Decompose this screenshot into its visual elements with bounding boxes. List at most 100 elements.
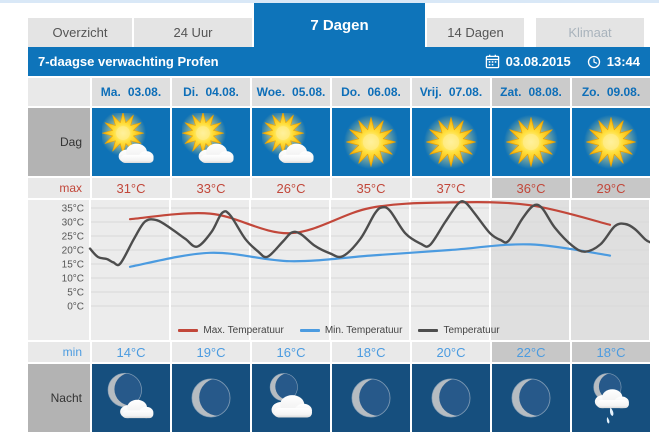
- sun-icon: [342, 113, 400, 171]
- legend-label: Temperatuur: [443, 325, 500, 336]
- day-abbr: Di.: [183, 85, 199, 99]
- day-header-zo: Zo. 09.08.: [572, 78, 650, 106]
- max-temp-value: 26°C: [252, 178, 330, 198]
- sun-cloud-icon: [182, 113, 240, 171]
- y-axis-tick: 15°C: [62, 260, 84, 271]
- series-min-temperatuur: [128, 243, 612, 268]
- max-temp-value: 35°C: [332, 178, 410, 198]
- page-title: 7-daagse verwachting Profen: [38, 54, 219, 69]
- moon-icon: [342, 369, 400, 427]
- day-header-di: Di. 04.08.: [172, 78, 250, 106]
- legend-item-min-temperatuur: Min. Temperatuur: [299, 325, 403, 336]
- day-abbr: Do.: [341, 85, 361, 99]
- y-axis-tick: 35°C: [62, 204, 84, 215]
- y-axis-tick: 25°C: [62, 232, 84, 243]
- day-abbr: Zo.: [581, 85, 600, 99]
- cloud-moon-icon: [262, 369, 320, 427]
- day-date: 04.08.: [205, 85, 239, 99]
- tab-7-dagen[interactable]: 7 Dagen: [254, 3, 425, 47]
- legend-label: Max. Temperatuur: [203, 325, 284, 336]
- day-weather-cell: [412, 108, 490, 176]
- sun-cloud-icon: [102, 113, 160, 171]
- weather-widget: Overzicht 24 Uur 7 Dagen 14 Dagen Klimaat 7-…: [28, 3, 650, 432]
- day-date: 08.08.: [528, 85, 562, 99]
- row-label-nacht: Nacht: [28, 364, 90, 432]
- tab-overzicht[interactable]: Overzicht: [28, 18, 132, 47]
- day-date: 06.08.: [367, 85, 401, 99]
- day-date: 03.08.: [127, 85, 162, 99]
- y-axis-tick: 10°C: [62, 274, 84, 285]
- sun-cloud-icon: [262, 113, 320, 171]
- day-header-zat: Zat. 08.08.: [492, 78, 570, 106]
- night-weather-cell: [572, 364, 650, 432]
- row-label-min: min: [28, 342, 90, 362]
- night-weather-cell: [252, 364, 330, 432]
- day-abbr: Ma.: [100, 85, 121, 99]
- max-temp-value: 33°C: [172, 178, 250, 198]
- day-date: 05.08.: [292, 85, 326, 99]
- temperature-chart-cell: 0°C 5°C 10°C 15°C 20°C 25°C 30°C 35°C Max. Tempe…: [28, 200, 650, 340]
- day-weather-cell: [92, 108, 170, 176]
- min-temp-value: 18°C: [572, 342, 650, 362]
- moon-icon: [422, 369, 480, 427]
- legend-item-temperatuur: Temperatuur: [418, 325, 500, 336]
- legend-line-swatch: [418, 329, 439, 332]
- legend-label: Min. Temperatuur: [324, 325, 403, 336]
- min-temp-value: 18°C: [332, 342, 410, 362]
- day-weather-cell: [332, 108, 410, 176]
- day-weather-cell: [572, 108, 650, 176]
- series-max-temperatuur: [128, 200, 612, 235]
- tab-14-dagen[interactable]: 14 Dagen: [427, 18, 524, 47]
- min-temp-value: 14°C: [92, 342, 170, 362]
- max-temp-value: 29°C: [572, 178, 650, 198]
- day-weather-cell: [172, 108, 250, 176]
- min-temp-value: 19°C: [172, 342, 250, 362]
- sun-icon: [582, 113, 640, 171]
- max-temp-value: 37°C: [412, 178, 490, 198]
- day-weather-cell: [492, 108, 570, 176]
- day-date: 09.08.: [606, 85, 641, 99]
- date-value: 03.08.2015: [505, 54, 571, 69]
- min-temp-value: 16°C: [252, 342, 330, 362]
- sun-icon: [422, 113, 480, 171]
- min-temp-value: 22°C: [492, 342, 570, 362]
- corner-cell: [28, 78, 90, 106]
- legend-item-max-temperatuur: Max. Temperatuur: [178, 325, 284, 336]
- y-axis-tick: 30°C: [62, 218, 84, 229]
- moon-icon: [182, 369, 240, 427]
- calendar-icon: [485, 54, 499, 69]
- chart-legend: Max. Temperatuur Min. Temperatuur Temperat…: [28, 325, 650, 336]
- day-header-vrij: Vrij. 07.08.: [412, 78, 490, 106]
- moon-cloud-icon: [102, 369, 160, 427]
- day-weather-cell: [252, 108, 330, 176]
- day-header-ma: Ma. 03.08.: [92, 78, 170, 106]
- time-value: 13:44: [606, 54, 640, 69]
- day-abbr: Zat.: [500, 85, 522, 99]
- y-axis-tick: 20°C: [62, 246, 84, 257]
- tab-klimaat[interactable]: Klimaat: [536, 18, 644, 47]
- tab-bar: Overzicht 24 Uur 7 Dagen 14 Dagen Klimaat: [28, 3, 650, 47]
- forecast-table: Ma. 03.08. Di. 04.08. Woe. 05.08. Do. 06.08. Vri…: [28, 78, 650, 432]
- page-top-strip: [0, 0, 659, 3]
- night-weather-cell: [412, 364, 490, 432]
- clock-icon: [587, 55, 600, 68]
- legend-line-swatch: [299, 329, 320, 332]
- night-weather-cell: [492, 364, 570, 432]
- header-date: 03.08.2015: [485, 54, 571, 69]
- y-axis-tick: 0°C: [67, 302, 84, 313]
- moon-rain-icon: [582, 369, 640, 427]
- tab-24-uur[interactable]: 24 Uur: [134, 18, 252, 47]
- max-temp-value: 36°C: [492, 178, 570, 198]
- night-weather-cell: [92, 364, 170, 432]
- moon-icon: [502, 369, 560, 427]
- day-abbr: Woe.: [256, 85, 286, 99]
- temperature-chart: 0°C 5°C 10°C 15°C 20°C 25°C 30°C 35°C: [28, 200, 650, 340]
- day-header-do: Do. 06.08.: [332, 78, 410, 106]
- day-abbr: Vrij.: [419, 85, 442, 99]
- series-temperatuur: [88, 200, 650, 267]
- header-time: 13:44: [587, 54, 640, 69]
- night-weather-cell: [172, 364, 250, 432]
- night-weather-cell: [332, 364, 410, 432]
- sun-icon: [502, 113, 560, 171]
- max-temp-value: 31°C: [92, 178, 170, 198]
